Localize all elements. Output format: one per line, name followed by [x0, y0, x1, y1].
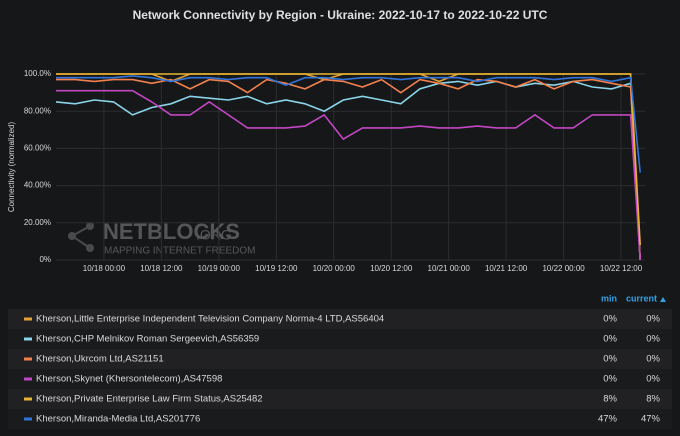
legend-min: 0% [603, 354, 617, 365]
y-tick-label: 40.00% [24, 181, 51, 190]
series-line [56, 89, 641, 261]
watermark-icon [86, 222, 94, 230]
watermark-icon [68, 232, 76, 240]
legend-label[interactable]: Kherson,Skynet (Khersontelecom),AS47598 [36, 374, 222, 385]
watermark-suffix: .ORG [196, 227, 232, 243]
legend-current: 8% [646, 394, 660, 405]
y-tick-label: 0% [39, 255, 51, 264]
legend-label[interactable]: Kherson,Private Enterprise Law Firm Stat… [36, 394, 263, 405]
legend-current: 0% [646, 314, 660, 325]
legend-header[interactable]: current [626, 293, 657, 303]
x-tick-label: 10/18 12:00 [140, 264, 183, 273]
legend-min: 47% [598, 414, 618, 425]
legend-row[interactable] [8, 329, 672, 349]
y-tick-label: 100.0% [24, 69, 51, 78]
legend-label[interactable]: Kherson,Ukrcom Ltd,AS21151 [36, 354, 164, 365]
series-line [56, 75, 641, 173]
sort-arrow [660, 297, 666, 302]
legend-row[interactable] [8, 409, 672, 429]
legend-current: 0% [646, 374, 660, 385]
x-tick-label: 10/21 00:00 [428, 264, 471, 273]
x-tick-label: 10/18 00:00 [83, 264, 126, 273]
legend-min: 0% [603, 374, 617, 385]
watermark-icon [71, 225, 91, 237]
y-tick-label: 60.00% [24, 144, 51, 153]
series-line [56, 78, 641, 261]
legend-label[interactable]: Kherson,CHP Melnikov Roman Sergeevich,AS… [36, 334, 259, 345]
legend-row[interactable] [8, 349, 672, 369]
y-axis-label: Connectivity (normalized) [7, 122, 16, 213]
series-line [55, 80, 641, 261]
x-tick-label: 10/20 12:00 [370, 264, 413, 273]
legend-label[interactable]: Kherson,Little Enterprise Independent Te… [36, 314, 384, 325]
legend-current: 0% [646, 334, 660, 345]
legend-min: 0% [603, 314, 617, 325]
legend-current: 0% [646, 354, 660, 365]
y-tick-label: 80.00% [24, 106, 51, 115]
chart-title: Network Connectivity by Region - Ukraine… [133, 8, 548, 22]
legend-header[interactable]: min [601, 293, 617, 303]
x-tick-label: 10/20 00:00 [313, 264, 356, 273]
legend-label[interactable]: Kherson,Miranda-Media Ltd,AS201776 [36, 414, 200, 425]
legend-min: 0% [603, 334, 617, 345]
y-tick-label: 20.00% [24, 218, 51, 227]
legend-row[interactable] [8, 389, 672, 409]
x-tick-label: 10/19 12:00 [255, 264, 298, 273]
x-tick-label: 10/19 00:00 [198, 264, 241, 273]
watermark-tagline: MAPPING INTERNET FREEDOM [104, 246, 256, 257]
x-tick-label: 10/22 12:00 [600, 264, 643, 273]
watermark-icon [71, 235, 91, 249]
legend-row[interactable] [8, 309, 672, 329]
x-tick-label: 10/21 12:00 [485, 264, 528, 273]
legend-min: 8% [603, 394, 617, 405]
watermark-icon [86, 244, 94, 252]
x-tick-label: 10/22 00:00 [542, 264, 585, 273]
legend-row[interactable] [8, 369, 672, 389]
legend-current: 47% [641, 414, 661, 425]
series-line [56, 73, 641, 246]
